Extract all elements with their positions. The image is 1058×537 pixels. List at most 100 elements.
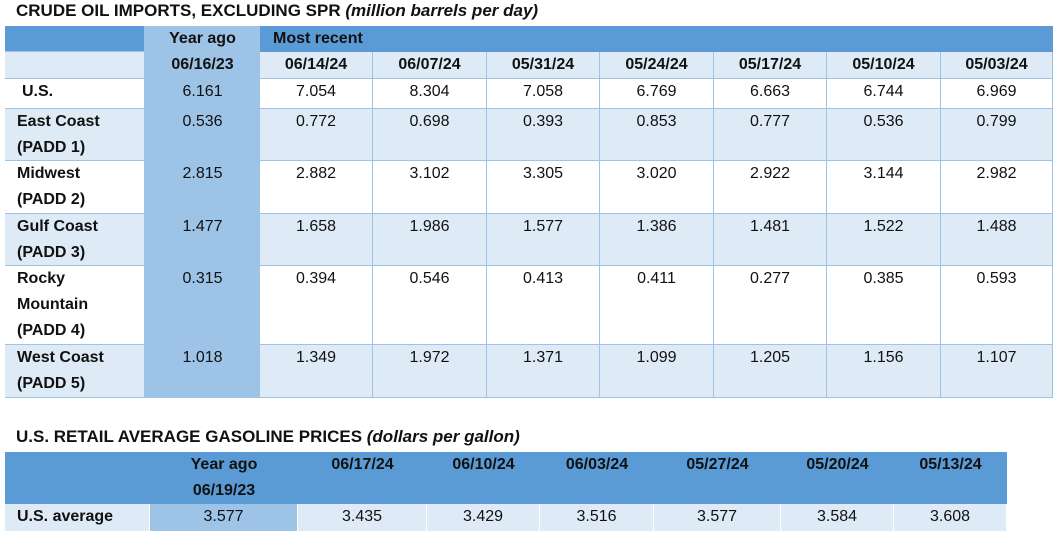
cell-text: Most recent bbox=[273, 30, 363, 47]
cell-text: 3.429 bbox=[462, 508, 504, 525]
cell-text: Gulf Coast bbox=[17, 218, 98, 235]
value-cell: 1.972 bbox=[373, 345, 487, 398]
cell-text: 1.481 bbox=[749, 218, 791, 235]
cell-text: 6.744 bbox=[863, 83, 904, 100]
value-cell: 1.349 bbox=[260, 345, 373, 398]
value-cell: 3.102 bbox=[373, 161, 487, 214]
date-header: 05/31/24 bbox=[487, 52, 600, 79]
header-cell: Year ago 06/19/23 bbox=[150, 452, 298, 504]
cell-text: (PADD 1) bbox=[17, 139, 86, 156]
cell-text: 2.982 bbox=[976, 165, 1017, 182]
date-header: 05/27/24 bbox=[654, 452, 781, 504]
row-label: West Coast (PADD 5) bbox=[5, 345, 145, 398]
cell-text: 2.922 bbox=[749, 165, 791, 182]
value-cell: 3.435 bbox=[298, 504, 427, 532]
cell-text: Year ago bbox=[190, 456, 258, 473]
value-cell: 1.522 bbox=[827, 214, 941, 266]
value-cell: 3.429 bbox=[427, 504, 540, 532]
cell-text: 1.577 bbox=[522, 218, 564, 235]
cell-text: 0.411 bbox=[637, 270, 676, 287]
cell-text: 3.435 bbox=[341, 508, 383, 525]
value-cell: 0.393 bbox=[487, 109, 600, 161]
row-label: Rocky Mountain (PADD 4) bbox=[5, 266, 145, 345]
cell-text: 0.546 bbox=[409, 270, 450, 287]
date-header: 05/20/24 bbox=[781, 452, 894, 504]
value-cell: 3.020 bbox=[600, 161, 714, 214]
cell-text: 05/27/24 bbox=[686, 456, 749, 473]
cell-text: 1.018 bbox=[182, 349, 223, 366]
cell-text: 0.277 bbox=[749, 270, 791, 287]
cell-text: 1.386 bbox=[636, 218, 677, 235]
value-cell: 0.593 bbox=[941, 266, 1053, 345]
cell-text: 0.593 bbox=[976, 270, 1017, 287]
value-cell: 1.099 bbox=[600, 345, 714, 398]
value-cell: 1.577 bbox=[487, 214, 600, 266]
cell-text: 0.853 bbox=[636, 113, 677, 130]
value-cell: 3.577 bbox=[654, 504, 781, 532]
cell-text: (PADD 2) bbox=[17, 191, 86, 208]
cell-text: 06/19/23 bbox=[192, 482, 256, 499]
date-header: 06/16/23 bbox=[145, 52, 260, 79]
value-cell: 1.481 bbox=[714, 214, 827, 266]
date-header: 06/07/24 bbox=[373, 52, 487, 79]
cell-text: (PADD 3) bbox=[17, 244, 86, 261]
cell-text: 1.107 bbox=[976, 349, 1017, 366]
cell-text: 06/07/24 bbox=[398, 56, 461, 73]
cell-text: 6.663 bbox=[749, 83, 791, 100]
cell-text: 0.698 bbox=[409, 113, 450, 130]
cell-text: 0.394 bbox=[295, 270, 337, 287]
value-cell: 0.698 bbox=[373, 109, 487, 161]
value-cell: 0.536 bbox=[145, 109, 260, 161]
value-cell: 1.205 bbox=[714, 345, 827, 398]
value-cell: 8.304 bbox=[373, 79, 487, 109]
value-cell: 0.777 bbox=[714, 109, 827, 161]
value-cell: 0.536 bbox=[827, 109, 941, 161]
cell-text: 3.102 bbox=[409, 165, 450, 182]
value-cell: 6.769 bbox=[600, 79, 714, 109]
value-cell: 6.969 bbox=[941, 79, 1053, 109]
row-label: Midwest (PADD 2) bbox=[5, 161, 145, 214]
cell-text: 0.393 bbox=[522, 113, 564, 130]
value-cell: 7.058 bbox=[487, 79, 600, 109]
value-cell: 6.663 bbox=[714, 79, 827, 109]
value-cell: 2.982 bbox=[941, 161, 1053, 214]
value-cell: 2.815 bbox=[145, 161, 260, 214]
value-cell: 0.394 bbox=[260, 266, 373, 345]
date-header: 06/17/24 bbox=[298, 452, 427, 504]
cell-text: Rocky bbox=[17, 270, 66, 287]
date-header: 05/24/24 bbox=[600, 52, 714, 79]
value-cell: 1.018 bbox=[145, 345, 260, 398]
cell-text: 3.577 bbox=[203, 508, 244, 525]
cell-text: 0.536 bbox=[863, 113, 904, 130]
value-cell: 1.986 bbox=[373, 214, 487, 266]
cell-text: 05/03/24 bbox=[965, 56, 1028, 73]
gasoline-title: U.S. RETAIL AVERAGE GASOLINE PRICES (dol… bbox=[16, 427, 520, 447]
value-cell: 2.922 bbox=[714, 161, 827, 214]
cell-text: 0.385 bbox=[863, 270, 904, 287]
value-cell: 1.386 bbox=[600, 214, 714, 266]
row-label: Gulf Coast (PADD 3) bbox=[5, 214, 145, 266]
crude-title: CRUDE OIL IMPORTS, EXCLUDING SPR (millio… bbox=[16, 1, 538, 21]
cell-text: (PADD 5) bbox=[17, 375, 86, 392]
value-cell: 0.799 bbox=[941, 109, 1053, 161]
cell-text: 6.969 bbox=[976, 83, 1017, 100]
value-cell: 2.882 bbox=[260, 161, 373, 214]
value-cell: 1.477 bbox=[145, 214, 260, 266]
cell-text: 1.371 bbox=[522, 349, 564, 366]
title: CRUDE OIL IMPORTS, EXCLUDING SPR bbox=[16, 1, 341, 20]
header-cell: Year ago bbox=[145, 26, 260, 52]
units: (dollars per gallon) bbox=[366, 427, 520, 446]
cell-text: 7.054 bbox=[295, 83, 337, 100]
value-cell: 1.371 bbox=[487, 345, 600, 398]
cell-text: 1.986 bbox=[409, 218, 450, 235]
cell-text: 8.304 bbox=[409, 83, 450, 100]
header-cell: Most recent bbox=[260, 26, 1053, 52]
value-cell: 3.144 bbox=[827, 161, 941, 214]
cell-text: 05/24/24 bbox=[625, 56, 688, 73]
value-cell: 1.658 bbox=[260, 214, 373, 266]
title: U.S. RETAIL AVERAGE GASOLINE PRICES bbox=[16, 427, 363, 446]
cell-text: 0.536 bbox=[182, 113, 223, 130]
cell-text: 06/14/24 bbox=[284, 56, 348, 73]
value-cell: 0.853 bbox=[600, 109, 714, 161]
